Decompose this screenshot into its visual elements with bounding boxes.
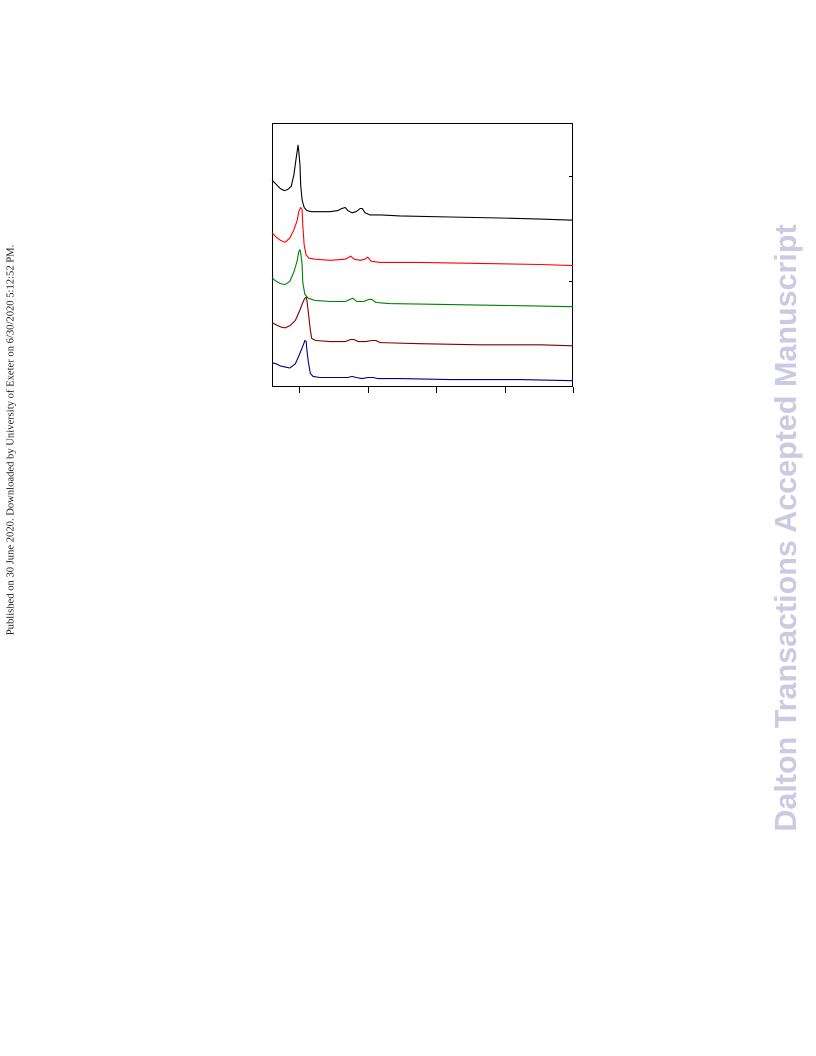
plot-frame [272,123,573,387]
series-line-1 [271,144,574,221]
series-line-4 [271,296,574,347]
series-line-5 [271,339,574,382]
watermark: Dalton Transactions Accepted Manuscript [768,224,803,832]
series-line-2 [271,206,574,267]
series-line-3 [271,249,574,308]
